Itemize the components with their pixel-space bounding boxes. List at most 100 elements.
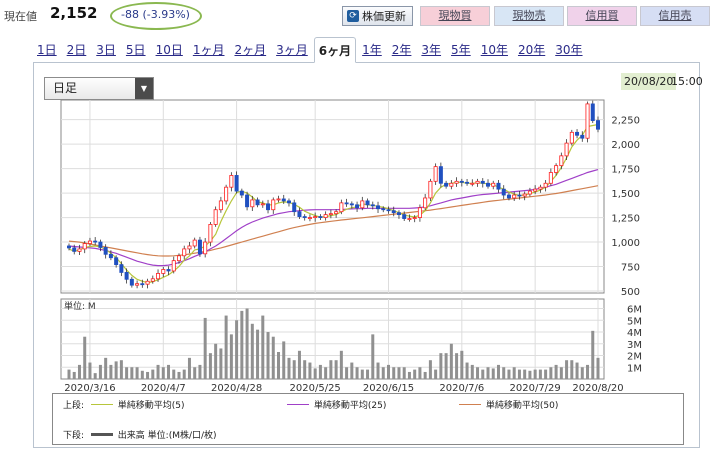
period-tab[interactable]: 5日 [125,43,146,57]
volume-bar [591,330,595,379]
ma25-line-swatch [287,404,309,405]
period-tab[interactable]: 2ヶ月 [234,43,267,57]
candle-up [224,186,229,202]
period-tab[interactable]: 5年 [451,43,471,57]
legend-ma50: 単純移動平均(50) [485,401,559,411]
x-tick-label: 2020/3/16 [64,383,115,393]
volume-bar [392,367,396,379]
legend-lower-label: 下段: [63,431,85,441]
period-tab[interactable]: 20年 [517,43,546,57]
margin-sell-button[interactable]: 信用売 [640,6,710,26]
legend-ma5: 単純移動平均(5) [117,401,185,411]
candle-down [318,216,323,218]
volume-bar [360,369,364,379]
candle-down [381,208,386,211]
candle-up [135,283,140,286]
volume-bar [465,362,469,379]
candle-down [370,204,375,207]
candle-down [98,241,103,248]
candle-up [433,166,438,182]
price-change: -88 (-3.93%) [121,8,190,21]
period-tab[interactable]: 30年 [555,43,583,57]
volume-bar [554,364,558,379]
candle-up [564,142,569,157]
volume-tick-label: 2M [627,352,642,363]
volume-bar [318,364,322,379]
candle-up [360,200,365,209]
candle-up [423,197,428,209]
candle-up [218,200,223,211]
candle-up [522,193,527,197]
volume-bar [83,336,87,379]
volume-bar [528,370,532,379]
candle-up [339,202,344,213]
period-tab[interactable]: 1日 [37,43,57,57]
period-tabs: 1日 2日 3日 5日 10日 1ヶ月 2ヶ月 3ヶ月 6ヶ月 1年 2年 3年 5年 10年 20年 30年 [33,37,700,63]
price-tick-label: 1,500 [611,189,640,200]
volume-bar [187,357,191,379]
period-tab[interactable]: 3ヶ月 [276,43,308,57]
period-tab[interactable]: 10日 [155,43,183,57]
period-tab[interactable]: 3年 [421,43,442,57]
volume-bar [256,329,260,379]
candle-down [108,253,113,259]
candle-up [533,188,538,192]
volume-bar [329,360,333,379]
volume-bar [334,360,338,379]
quote-header: 現在値 2,152 -88 (-3.93%) ⟳ 株価更新 現物買 現物売 信用… [0,0,713,32]
period-tab[interactable]: 2年 [391,43,412,57]
ma5-line-swatch [90,404,113,405]
volume-bar [245,308,249,379]
candle-down [365,200,370,206]
candle-up [538,186,543,190]
volume-bar [219,348,223,379]
legend-volume: 出来高 単位:(M株/口/枚) [117,431,217,441]
candle-down [292,202,297,213]
candle-up [213,209,218,225]
volume-bar [428,360,432,379]
volume-bar [470,364,474,379]
spot-sell-button[interactable]: 現物売 [494,6,564,26]
candle-down [438,166,443,184]
volume-bar [229,334,233,379]
candle-up [585,103,590,139]
volume-bar [575,362,579,379]
candle-down [575,131,580,136]
volume-bar [198,364,202,379]
candle-down [255,199,260,206]
period-tab[interactable]: 2日 [66,43,87,57]
x-tick-label: 2020/7/6 [439,383,484,393]
volume-bar [240,310,244,379]
period-tab[interactable]: 1ヶ月 [192,43,225,57]
volume-bar [533,369,537,379]
candle-down [344,202,349,205]
refresh-price-button[interactable]: ⟳ 株価更新 [342,6,413,26]
volume-bar [413,369,417,379]
candle-up [569,131,574,144]
candle-up [161,269,166,274]
period-tab[interactable]: 1年 [362,43,382,57]
margin-buy-button[interactable]: 信用買 [567,6,637,26]
volume-bar [224,315,228,379]
ma5-line [68,123,599,284]
candle-up [328,213,333,216]
volume-bar [366,369,370,379]
volume-bar [523,369,527,379]
candle-up [470,182,475,185]
legend-upper-row: 上段: 単純移動平均(5) [63,400,185,412]
period-tab[interactable]: 6ヶ月 [313,37,357,63]
candle-down [297,211,302,217]
price-tick-label: 2,250 [611,116,640,127]
candle-up [182,248,187,257]
period-tab[interactable]: 10年 [480,43,508,57]
volume-bar [491,368,495,379]
candle-up [229,175,234,188]
spot-buy-button[interactable]: 現物買 [420,6,490,26]
candle-interval-select[interactable]: 日足 ▼ [44,77,154,100]
period-tab[interactable]: 3日 [96,43,116,57]
candle-down [596,120,601,130]
volume-bar [586,364,590,379]
volume-bar [376,362,380,379]
candle-down [590,103,595,121]
volume-bar [235,320,239,379]
